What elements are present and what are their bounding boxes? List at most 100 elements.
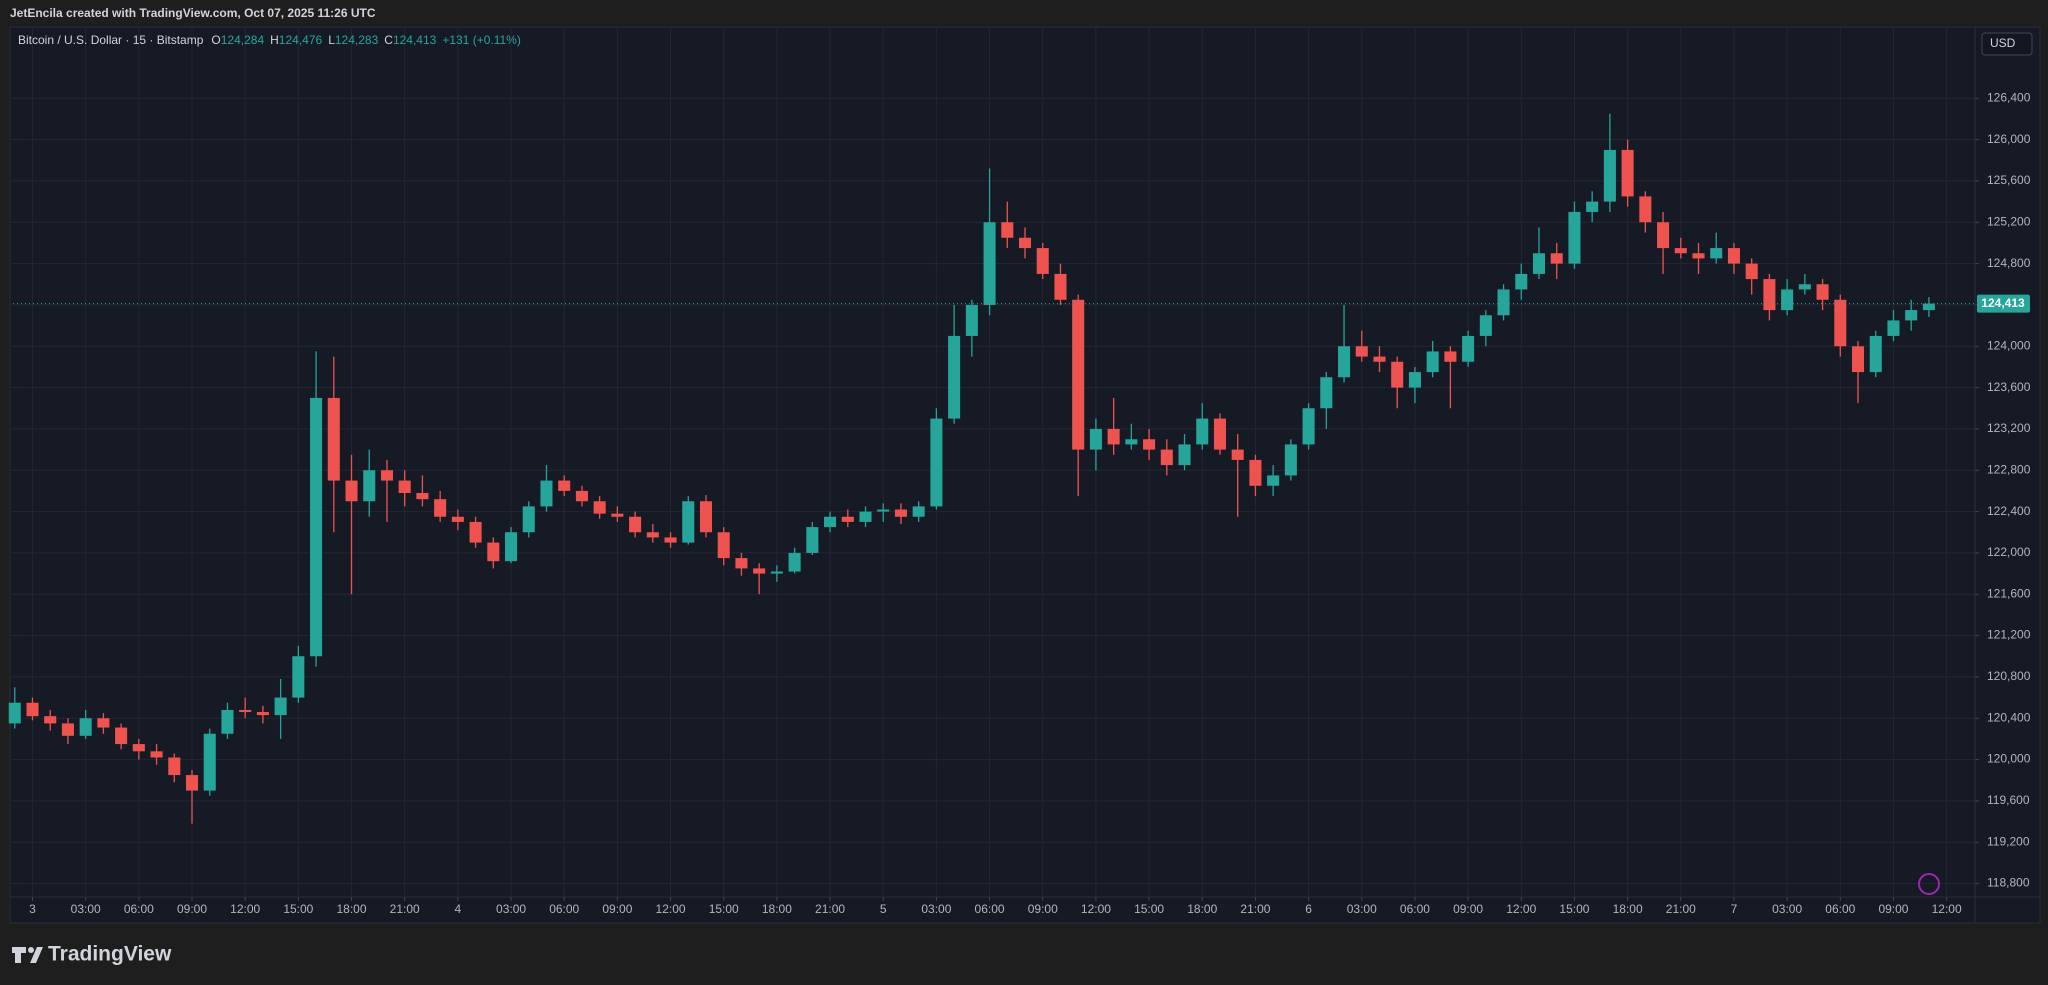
x-tick-label: 21:00 (815, 902, 845, 916)
candle-body (1089, 428, 1102, 450)
x-tick-label: 15:00 (1559, 902, 1589, 916)
y-tick-label: 120,000 (1987, 752, 2031, 766)
candle-body (646, 532, 659, 538)
last-price-box (1977, 294, 2030, 313)
candle-body (1568, 211, 1581, 264)
candle-body (593, 501, 606, 514)
candle-body (1674, 248, 1687, 254)
currency-button[interactable] (1981, 32, 2033, 56)
candle-body (1036, 248, 1049, 274)
legend-value: 124,413 (393, 33, 437, 47)
currency[interactable]: USD (1990, 36, 2016, 50)
candle-body (1639, 196, 1652, 223)
candle-body (256, 712, 269, 716)
candle-body (699, 501, 713, 533)
candle-body (1497, 289, 1510, 316)
x-tick-label: 03:00 (71, 902, 101, 916)
legend: Bitcoin / U.S. Dollar · 15 · Bitstamp O 1… (18, 33, 521, 47)
candle-body (26, 702, 39, 717)
y-tick-label: 126,400 (1987, 90, 2031, 104)
x-tick-label: 5 (880, 902, 887, 916)
candle-body (44, 716, 57, 724)
candle-body (185, 775, 199, 791)
candle-body (540, 480, 553, 507)
candle-body (664, 537, 677, 543)
candle-body (1603, 149, 1616, 202)
x-tick-label: 06:00 (124, 902, 154, 916)
candle-body (770, 571, 783, 574)
y-tick-label: 122,000 (1987, 545, 2031, 559)
symbol-title: Bitcoin / U.S. Dollar · 15 · Bitstamp (18, 33, 204, 47)
candle-body (1550, 253, 1563, 264)
y-tick-label: 125,600 (1987, 173, 2031, 187)
candle-body (363, 470, 376, 502)
x-tick-label: 18:00 (762, 902, 792, 916)
candle-body (1302, 408, 1315, 445)
x-tick-label: 18:00 (1187, 902, 1217, 916)
candle-body (1692, 253, 1705, 259)
candle-body (434, 499, 447, 517)
y-tick-label: 122,800 (1987, 462, 2031, 476)
x-tick-label: 18:00 (337, 902, 367, 916)
candle-body (1054, 273, 1067, 300)
candle-body (1834, 299, 1847, 347)
y-tick-label: 120,800 (1987, 669, 2031, 683)
candle-body (1267, 475, 1280, 486)
x-tick-label: 21:00 (1666, 902, 1696, 916)
candle-body (1515, 273, 1528, 290)
x-tick-label: 03:00 (496, 902, 526, 916)
chart-panel (9, 26, 2041, 924)
candle-body (1125, 439, 1138, 445)
candle-body (310, 397, 323, 657)
candle-body (682, 501, 695, 543)
x-tick-label: 12:00 (1506, 902, 1536, 916)
candle-body (203, 733, 216, 791)
candle-body (930, 418, 943, 507)
candle-body (877, 509, 890, 512)
x-tick-label: 06:00 (975, 902, 1005, 916)
candle-body (1426, 351, 1439, 373)
logo-slash (30, 947, 43, 963)
x-tick-label: 03:00 (921, 902, 951, 916)
y-tick-label: 125,200 (1987, 214, 2031, 228)
legend-key: O (211, 33, 220, 47)
candle-body (1462, 335, 1475, 362)
y-tick-label: 124,000 (1987, 338, 2031, 352)
candle-body (1657, 222, 1670, 249)
candle-body (168, 757, 181, 776)
candle-body (735, 558, 748, 569)
x-tick-label: 3 (29, 902, 36, 916)
y-tick-label: 124,800 (1987, 256, 2031, 270)
x-tick-label: 12:00 (1932, 902, 1962, 916)
candle-body (629, 516, 642, 533)
candle-body (1710, 248, 1723, 259)
candle-body (522, 506, 535, 533)
candle-body (859, 511, 872, 522)
candle-body (611, 513, 624, 517)
candle-body (1249, 459, 1262, 486)
y-tick-label: 121,600 (1987, 586, 2031, 600)
candle-body (1107, 428, 1120, 445)
candle-body (1143, 439, 1156, 450)
candle-body (1621, 149, 1634, 197)
logo-mark (12, 947, 26, 963)
y-tick-label: 120,400 (1987, 710, 2031, 724)
candle-body (1869, 335, 1882, 373)
x-tick-label: 15:00 (709, 902, 739, 916)
brand: TradingView (48, 943, 172, 966)
candle-body (788, 552, 801, 572)
x-tick-label: 21:00 (390, 902, 420, 916)
candle-body (1284, 444, 1297, 476)
y-tick-label: 118,800 (1987, 876, 2030, 890)
legend-key: H (270, 33, 279, 47)
candle-body (1798, 284, 1811, 290)
last-price-label: 124,413 (1981, 296, 2025, 310)
candle-body (1444, 351, 1457, 362)
candle-body (345, 480, 358, 502)
candle-body (8, 702, 21, 724)
y-tick-label: 123,600 (1987, 380, 2031, 394)
candle-body (327, 397, 340, 481)
lightning-button[interactable] (1918, 873, 1940, 895)
candle-body (416, 492, 429, 500)
